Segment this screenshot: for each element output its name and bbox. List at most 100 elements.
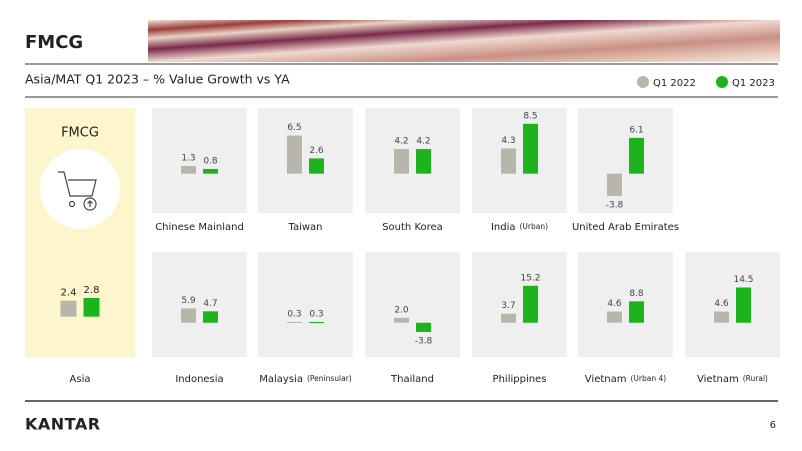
chart-title: Philippines <box>493 374 547 385</box>
bar <box>714 311 729 323</box>
chart-title-text: South Korea <box>382 222 443 233</box>
bar <box>629 301 644 323</box>
value-label: 1.3 <box>181 154 195 164</box>
chart-panel <box>258 108 353 213</box>
chart-title-note: (Urban 4) <box>630 374 666 383</box>
chart-title-text: Taiwan <box>287 222 322 233</box>
value-label: 4.2 <box>416 137 430 147</box>
header-banner <box>148 20 780 62</box>
bar <box>287 321 302 323</box>
chart-panel <box>472 252 567 357</box>
value-label: 6.5 <box>287 123 301 133</box>
chart-title-text: Vietnam <box>585 374 627 385</box>
chart-title: Malaysia (Peninsular) <box>259 374 352 385</box>
chart-panel <box>578 252 673 357</box>
chart-panel <box>365 108 460 213</box>
chart-panel <box>472 108 567 213</box>
cart-icon-bg <box>40 149 120 229</box>
chart-title: Chinese Mainland <box>155 222 244 233</box>
value-label: 2.6 <box>309 146 324 156</box>
bar <box>60 300 77 317</box>
cart-icon <box>58 171 97 211</box>
value-label: 0.8 <box>203 156 218 166</box>
bar <box>309 158 324 174</box>
bar <box>394 149 409 174</box>
panel-label: FMCG <box>61 126 99 141</box>
chart-title-text: Vietnam <box>697 374 739 385</box>
header-title: FMCG <box>25 32 83 53</box>
legend-label: Q1 2023 <box>732 78 775 89</box>
value-label: 8.8 <box>629 289 644 299</box>
bar <box>736 287 751 323</box>
chart-title-text: United Arab Emirates <box>572 222 679 233</box>
chart-title-text: Philippines <box>493 374 547 385</box>
chart-title: Vietnam (Rural) <box>697 374 768 385</box>
value-label: -3.8 <box>606 200 624 210</box>
chart-title: Asia <box>70 374 91 385</box>
chart-title: Thailand <box>390 374 434 385</box>
bar <box>607 173 622 196</box>
subtitle: Asia/MAT Q1 2023 – % Value Growth vs YA <box>25 72 290 87</box>
value-label: 3.7 <box>501 301 515 311</box>
chart-title-text: Malaysia <box>259 374 303 385</box>
chart-title: India (Urban) <box>491 222 548 233</box>
value-label: 15.2 <box>520 273 540 283</box>
chart-title-text: Chinese Mainland <box>155 222 244 233</box>
chart-panel <box>258 252 353 357</box>
bar <box>203 311 218 323</box>
bar <box>607 311 622 323</box>
value-label: 2.0 <box>394 305 409 315</box>
chart-title: Taiwan <box>287 222 322 233</box>
bar <box>181 308 196 323</box>
bar <box>501 148 516 174</box>
bar <box>501 313 516 323</box>
chart-title: United Arab Emirates <box>572 222 679 233</box>
value-label: 2.4 <box>61 288 77 299</box>
bar <box>523 285 538 323</box>
bar <box>523 123 538 174</box>
legend-marker <box>716 76 728 88</box>
value-label: 0.3 <box>309 309 323 319</box>
legend-label: Q1 2022 <box>653 78 696 89</box>
legend-marker <box>637 76 649 88</box>
chart-panel <box>152 252 247 357</box>
chart-panel <box>685 252 780 357</box>
bar <box>309 321 324 323</box>
value-label: 0.3 <box>287 309 301 319</box>
value-label: 4.2 <box>394 137 408 147</box>
bar <box>287 135 302 174</box>
bar <box>416 149 431 174</box>
bar <box>416 322 431 332</box>
chart-title-text: India <box>491 222 516 233</box>
bar <box>629 137 644 174</box>
chart-panel <box>365 252 460 357</box>
chart-title-text: Asia <box>70 374 91 385</box>
value-label: 4.3 <box>501 136 515 146</box>
bar <box>394 317 409 323</box>
chart-title-note: (Urban) <box>520 222 549 231</box>
chart-title-text: Indonesia <box>175 374 223 385</box>
bar <box>181 166 196 174</box>
value-label: 4.6 <box>607 299 622 309</box>
bar <box>203 168 218 174</box>
chart-title-note: (Peninsular) <box>307 374 352 383</box>
value-label: -3.8 <box>415 336 433 346</box>
value-label: 6.1 <box>629 125 643 135</box>
value-label: 5.9 <box>181 296 196 306</box>
value-label: 4.7 <box>203 299 217 309</box>
value-label: 4.6 <box>714 299 729 309</box>
asia-panel <box>25 108 135 357</box>
chart-title-text: Thailand <box>390 374 434 385</box>
bar <box>83 298 100 317</box>
value-label: 2.8 <box>84 285 100 296</box>
chart-title: Indonesia <box>175 374 223 385</box>
chart-panel <box>578 108 673 213</box>
page-number: 6 <box>770 420 776 431</box>
value-label: 8.5 <box>523 111 537 121</box>
chart-title-note: (Rural) <box>743 374 768 383</box>
chart-panel <box>152 108 247 213</box>
chart-title: South Korea <box>382 222 443 233</box>
chart-title: Vietnam (Urban 4) <box>585 374 666 385</box>
